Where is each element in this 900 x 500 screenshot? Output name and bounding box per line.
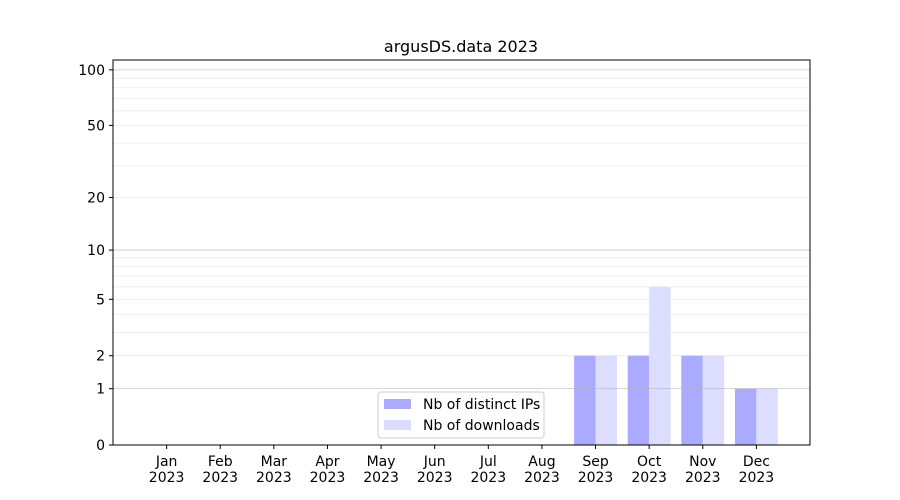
- y-tick-label: 20: [87, 191, 105, 207]
- y-tick-label: 5: [96, 292, 105, 308]
- y-tick-label: 100: [78, 63, 105, 79]
- x-tick-label-month: Nov: [689, 454, 716, 470]
- x-tick-label-year: 2023: [310, 470, 346, 486]
- chart-title: argusDS.data 2023: [384, 37, 538, 56]
- x-tick-label-year: 2023: [685, 470, 721, 486]
- x-tick-label-month: Sep: [582, 454, 609, 470]
- y-tick-label: 0: [96, 438, 105, 454]
- bar-downloads-oct: [649, 286, 671, 445]
- x-tick-label-year: 2023: [739, 470, 775, 486]
- x-tick-label-month: Apr: [315, 454, 339, 470]
- x-tick-label-month: Aug: [528, 454, 555, 470]
- legend-label-downloads: Nb of downloads: [423, 418, 540, 434]
- x-tick-label-year: 2023: [149, 470, 185, 486]
- bar-ips-nov: [681, 355, 703, 445]
- x-tick-label-year: 2023: [363, 470, 399, 486]
- grid: [113, 77, 810, 357]
- x-tick-label-month: Mar: [261, 454, 288, 470]
- x-tick-label-year: 2023: [631, 470, 667, 486]
- x-tick-label-month: May: [367, 454, 396, 470]
- plot-frame: [112, 59, 811, 446]
- bars: [574, 286, 778, 445]
- x-tick-label-month: Feb: [208, 454, 233, 470]
- bar-ips-oct: [627, 355, 650, 445]
- x-tick-label-year: 2023: [202, 470, 238, 486]
- x-tick-label-month: Jun: [423, 454, 446, 470]
- legend-swatch-ips: [384, 399, 411, 409]
- x-tick-label-year: 2023: [417, 470, 453, 486]
- y-axis: 0 1 2 5 10 20 50 100: [78, 63, 113, 454]
- x-tick-label-month: Jan: [155, 454, 178, 470]
- bar-ips-dec: [734, 388, 757, 445]
- bar-downloads-nov: [702, 355, 725, 445]
- legend: Nb of distinct IPs Nb of downloads: [377, 391, 545, 439]
- bar-downloads-dec: [756, 388, 778, 445]
- legend-label-ips: Nb of distinct IPs: [423, 397, 540, 413]
- legend-box: [377, 391, 545, 439]
- y-tick-label: 50: [87, 118, 105, 134]
- x-axis: Jan2023Feb2023Mar2023Apr2023May2023Jun20…: [149, 445, 774, 486]
- y-tick-label: 10: [87, 243, 105, 259]
- x-tick-label-year: 2023: [470, 470, 506, 486]
- bar-ips-sep: [574, 355, 596, 445]
- y-tick-label: 2: [96, 349, 105, 365]
- x-tick-label-year: 2023: [578, 470, 614, 486]
- major-grid: [113, 69, 810, 390]
- x-tick-label-month: Jul: [479, 454, 497, 470]
- legend-swatch-downloads: [384, 420, 411, 430]
- x-tick-label-month: Dec: [743, 454, 770, 470]
- y-tick-label: 1: [96, 382, 105, 398]
- bar-downloads-sep: [595, 355, 617, 445]
- x-tick-label-month: Oct: [637, 454, 662, 470]
- x-tick-label-year: 2023: [256, 470, 292, 486]
- x-tick-label-year: 2023: [524, 470, 560, 486]
